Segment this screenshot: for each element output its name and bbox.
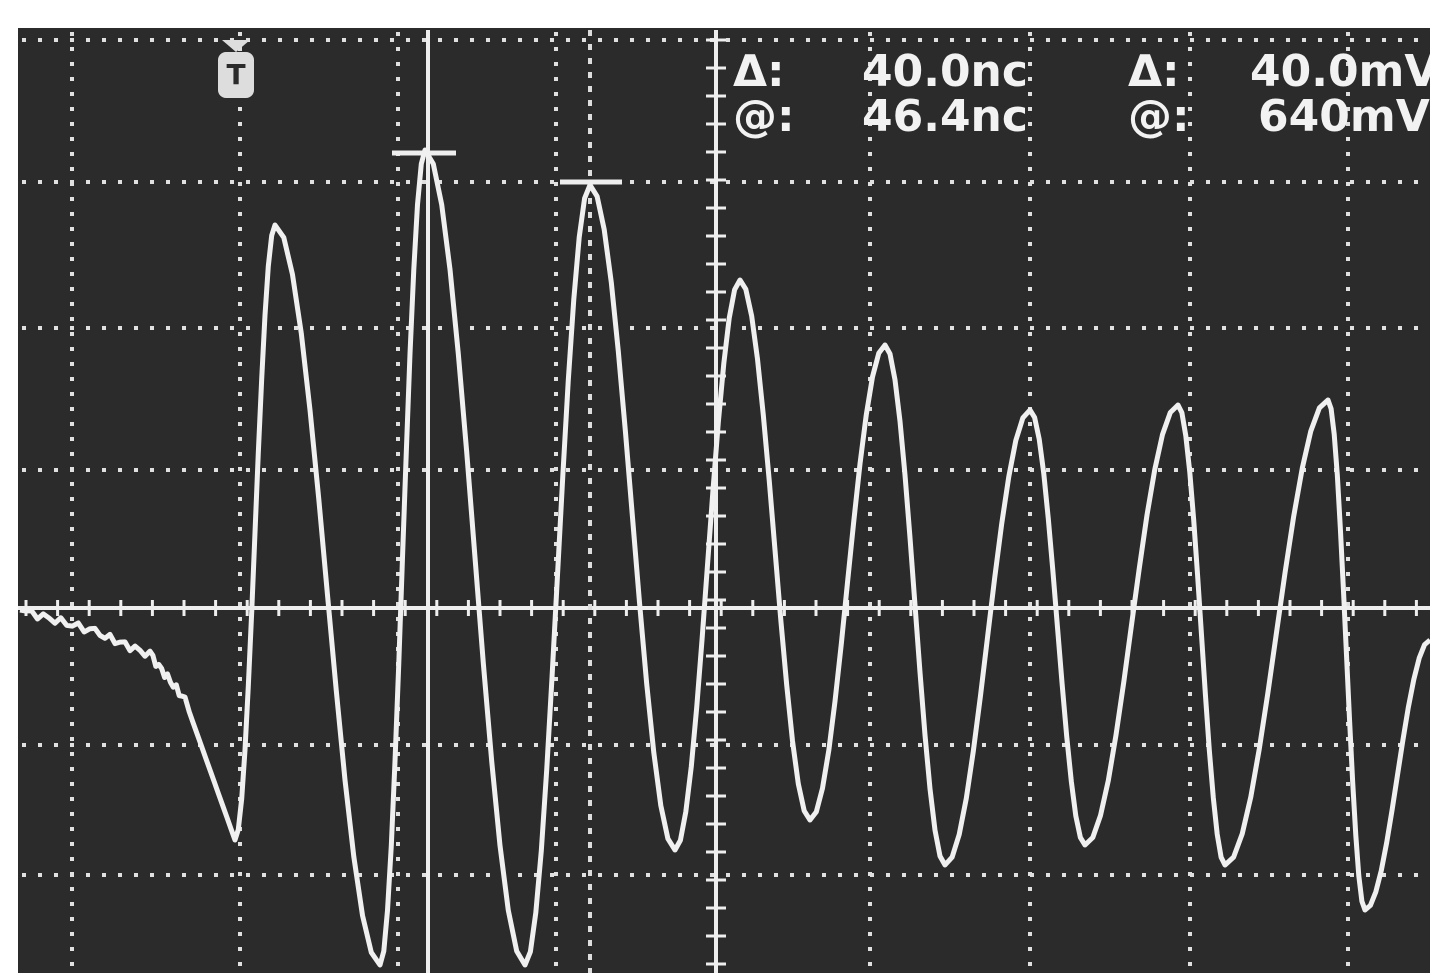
oscilloscope-screen: T Δ: 40.0nc @: 46.4nc Δ: 40.0mV @: 640mV	[0, 0, 1430, 973]
delta-value: 40.0mV	[1250, 46, 1430, 97]
delta-label: Δ:	[1128, 46, 1180, 97]
trigger-label: T	[226, 58, 245, 91]
at-label: @:	[1128, 91, 1190, 142]
at-value: 46.4nc	[862, 91, 1028, 142]
at-value: 640mV	[1258, 91, 1430, 142]
at-label: @:	[733, 91, 795, 142]
delta-value: 40.0nc	[862, 46, 1028, 97]
delta-label: Δ:	[733, 46, 785, 97]
